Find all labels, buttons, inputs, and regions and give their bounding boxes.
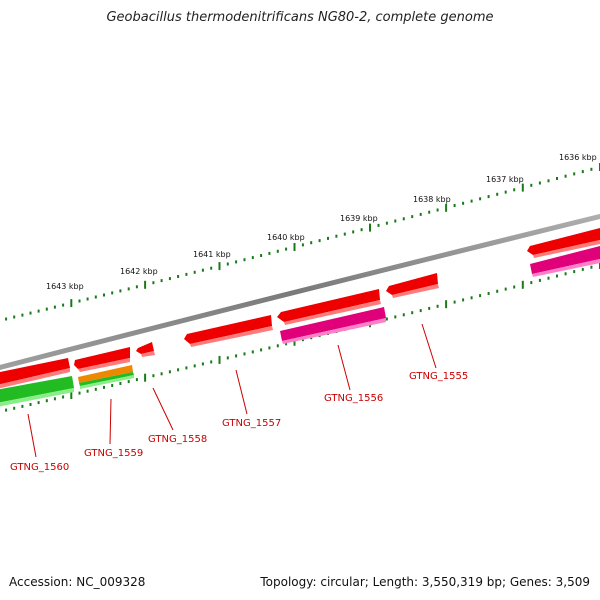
ruler-label-1641: 1641 kbp: [193, 250, 231, 259]
gene-arrow[interactable]: [530, 246, 600, 274]
outer-ruler: [5, 163, 600, 321]
gene-arrow[interactable]: [277, 289, 380, 322]
gene-label-1557: GTNG_1557: [222, 418, 281, 429]
map-title: Geobacillus thermodenitrificans NG80-2, …: [106, 10, 494, 25]
gene-arrow[interactable]: [0, 358, 70, 385]
gene-label-1556: GTNG_1556: [324, 393, 383, 404]
ruler-label-1637: 1637 kbp: [486, 175, 524, 184]
gene-track-forward: [0, 228, 600, 389]
gene-arrow[interactable]: [0, 376, 74, 403]
gene-label-1560: GTNG_1560: [10, 462, 69, 473]
gene-arrow[interactable]: [280, 307, 386, 341]
gene-label-1559: GTNG_1559: [84, 448, 143, 459]
ruler-label-1639: 1639 kbp: [340, 214, 378, 223]
genome-summary-text: Topology: circular; Length: 3,550,319 bp…: [260, 575, 590, 589]
gene-arrow[interactable]: [78, 365, 133, 383]
gene-label-1558: GTNG_1558: [148, 434, 207, 445]
gene-arrow[interactable]: [184, 315, 272, 344]
gene-track-reverse: [0, 246, 600, 407]
gene-arrow[interactable]: [527, 228, 600, 255]
gene-label-1555: GTNG_1555: [409, 371, 468, 382]
ruler-label-1636: 1636 kbp: [559, 153, 597, 162]
genome-backbone: [0, 213, 600, 371]
inner-ruler: [5, 261, 600, 412]
gene-arrow[interactable]: [74, 347, 130, 369]
accession-text: Accession: NC_009328: [9, 575, 146, 589]
label-leaders: [27, 323, 437, 458]
ruler-label-1640: 1640 kbp: [267, 233, 305, 242]
gene-arrow[interactable]: [136, 342, 154, 354]
ruler-label-1642: 1642 kbp: [120, 267, 158, 276]
ruler-label-1643: 1643 kbp: [46, 282, 84, 291]
gene-arrow[interactable]: [386, 273, 438, 295]
ruler-label-1638: 1638 kbp: [413, 195, 451, 204]
